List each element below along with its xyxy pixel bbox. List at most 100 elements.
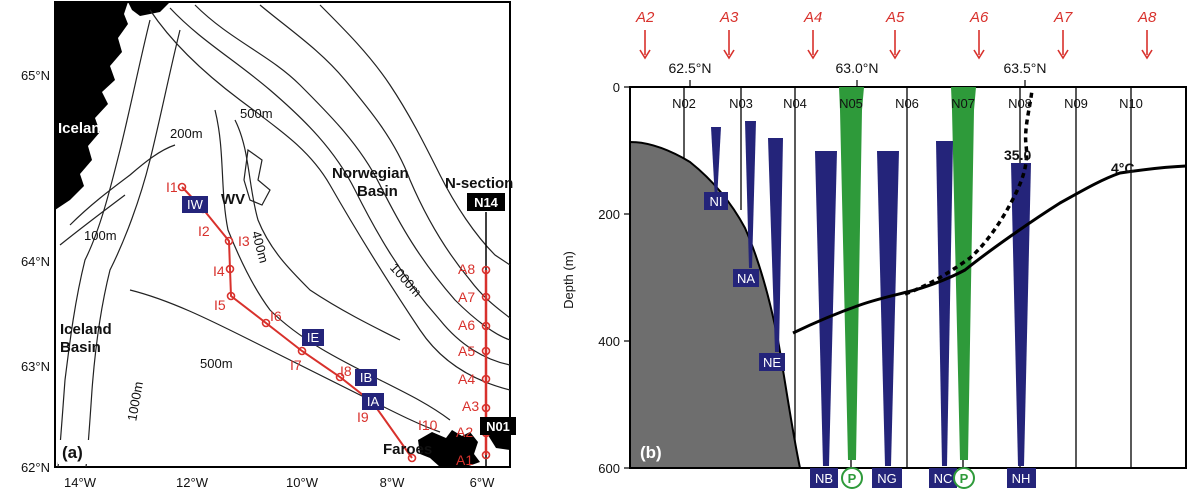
section-panel-label: (b) xyxy=(640,443,662,462)
station-marker xyxy=(226,291,236,301)
svg-text:A8: A8 xyxy=(1137,9,1157,26)
station-label-i4: I4 xyxy=(213,263,225,279)
depth-tick: 200 xyxy=(598,207,620,222)
mooring-box-ng xyxy=(872,468,902,488)
mooring-label-ib: IB xyxy=(360,370,372,385)
station-label-a2: A2 xyxy=(456,424,473,440)
station-label-a4: A4 xyxy=(458,371,475,387)
section-box-n01 xyxy=(480,417,516,435)
section-label-n01: N01 xyxy=(486,419,510,434)
mooring-na xyxy=(745,121,756,268)
mooring-label-ng: NG xyxy=(877,471,897,486)
i-route-line xyxy=(181,186,413,459)
mooring-box-nh xyxy=(1007,468,1036,488)
place-n-section: N-section xyxy=(445,175,513,192)
station-label: N06 xyxy=(895,96,919,111)
station-label: N03 xyxy=(729,96,753,111)
lat-tick: 65°N xyxy=(21,68,50,83)
station-label: N09 xyxy=(1064,96,1088,111)
a-markers: A2 A3 A4 A5 A6 A7 xyxy=(635,9,1157,60)
station-marker xyxy=(177,182,187,192)
mooring-ni xyxy=(711,127,721,200)
lat-tick: 62.5°N xyxy=(669,60,712,76)
lat-tick: 62°N xyxy=(21,460,50,475)
iceland-land-north xyxy=(128,2,170,16)
place-iceland: Iceland xyxy=(58,120,110,137)
station-marker xyxy=(225,264,235,274)
mooring-green-n05 xyxy=(839,87,864,460)
station-label-i1: I1 xyxy=(166,179,178,195)
section-top-ticks xyxy=(689,80,1026,87)
station-label-i3: I3 xyxy=(238,233,250,249)
mooring-label-ia: IA xyxy=(367,394,380,409)
svg-text:A5: A5 xyxy=(885,9,905,26)
station-labels: N02 N03 N04 N05 N06 N07 N08 N09 N10 xyxy=(672,96,1143,111)
station-label-i7: I7 xyxy=(290,357,302,373)
contour-label: 1000m xyxy=(124,380,146,422)
depth-axis-label: Depth (m) xyxy=(561,251,576,309)
station-marker xyxy=(481,374,491,384)
isotherm-label: 4°C xyxy=(1111,160,1135,176)
mooring-label-ne: NE xyxy=(763,355,781,370)
station-marker xyxy=(481,450,491,460)
green-moorings xyxy=(839,87,976,460)
a-marker: A8 xyxy=(1137,9,1157,60)
a-station-labels: A1 A2 A3 A4 A5 A6 A7 A8 xyxy=(456,261,479,468)
mooring-ng xyxy=(877,151,899,466)
p-label-n07: P xyxy=(960,471,969,486)
i-station-labels: I1 I2 I3 I4 I5 I6 I7 I8 I9 I10 xyxy=(166,179,438,433)
map-lon-ticks: 14°W 12°W 10°W 8°W 6°W xyxy=(64,475,495,490)
contour-label: 500m xyxy=(240,106,273,121)
lon-tick: 10°W xyxy=(286,475,319,490)
isohaline-label: 35.0 xyxy=(1004,147,1031,163)
mooring-ne xyxy=(768,138,783,352)
station-label: N05 xyxy=(839,96,863,111)
mooring-label-na: NA xyxy=(737,271,755,286)
place-norwegian: Norwegian xyxy=(332,165,409,182)
map-frame xyxy=(54,1,511,468)
station-label-i8: I8 xyxy=(340,363,352,379)
place-basin-nb: Basin xyxy=(357,183,398,200)
station-label-a7: A7 xyxy=(458,289,475,305)
station-label-a3: A3 xyxy=(462,398,479,414)
station-label-i2: I2 xyxy=(198,223,210,239)
a-marker: A6 xyxy=(969,9,989,60)
map-lat-ticks: 65°N 64°N 63°N 62°N xyxy=(21,68,50,475)
mooring-nh xyxy=(1011,163,1031,466)
station-marker xyxy=(224,236,234,246)
place-faroes: Faroes xyxy=(383,441,432,458)
station-marker xyxy=(297,346,307,356)
station-marker xyxy=(481,346,491,356)
section-mooring-labels: NI NA NE NB NG NC NH P P xyxy=(704,192,1036,489)
a-marker: A7 xyxy=(1053,9,1073,60)
station-label: N04 xyxy=(783,96,807,111)
contour-lines xyxy=(57,4,511,468)
station-label-a1: A1 xyxy=(456,452,473,468)
depth-tick: 400 xyxy=(598,334,620,349)
mooring-green-n07 xyxy=(951,87,976,460)
mooring-box-nc xyxy=(929,468,957,488)
section-label-n14: N14 xyxy=(474,195,499,210)
station-marker xyxy=(481,265,491,275)
station-label-i10: I10 xyxy=(418,417,438,433)
station-label: N10 xyxy=(1119,96,1143,111)
svg-text:A3: A3 xyxy=(719,9,739,26)
station-label-i5: I5 xyxy=(214,297,226,313)
station-marker xyxy=(261,318,271,328)
lat-tick: 64°N xyxy=(21,254,50,269)
mooring-box-na xyxy=(733,269,759,287)
mooring-label-nh: NH xyxy=(1012,471,1031,486)
station-marker xyxy=(481,292,491,302)
a-marker: A5 xyxy=(885,9,905,60)
mooring-nc xyxy=(936,141,953,466)
station-label-i6: I6 xyxy=(270,308,282,324)
contour-label: 100m xyxy=(84,228,117,243)
contour-label: 500m xyxy=(200,356,233,371)
section-panel: 4°C 35.0 NI NA NE NB NG NC NH P P N02 xyxy=(561,9,1187,489)
place-iceland-basin-1: Iceland xyxy=(60,321,112,338)
isotherm-line xyxy=(792,164,1187,335)
p-marker-n07 xyxy=(953,467,975,489)
p-marker-n05 xyxy=(841,467,863,489)
station-label: N07 xyxy=(951,96,975,111)
